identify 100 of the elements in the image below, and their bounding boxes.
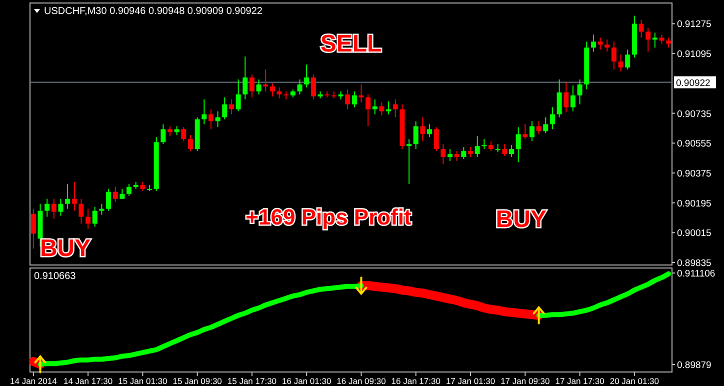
- candlestick: [522, 124, 528, 140]
- candlestick: [228, 98, 234, 115]
- candlestick: [78, 198, 84, 224]
- candlestick: [564, 82, 569, 113]
- x-tick-label: 15 Jan 09:30: [172, 376, 222, 386]
- y-tick-label: 0.911106: [677, 268, 716, 280]
- candlestick: [550, 106, 555, 130]
- candlestick: [420, 116, 426, 142]
- x-tick-label: 14 Jan 17:30: [63, 376, 113, 386]
- candlestick: [461, 146, 466, 160]
- candlestick: [242, 56, 248, 100]
- candlestick: [270, 82, 275, 97]
- candlestick: [106, 188, 112, 212]
- x-tick-label: 16 Jan 01:30: [282, 376, 332, 386]
- candlestick: [625, 49, 630, 70]
- x-tick-label: 17 Jan 17:30: [555, 376, 605, 386]
- candlestick: [99, 203, 104, 216]
- candlestick: [434, 126, 439, 152]
- candlestick: [352, 90, 357, 108]
- x-tick-label: 17 Jan 01:30: [446, 376, 496, 386]
- y-tick-label: 0.89835: [677, 258, 712, 270]
- candlestick: [516, 126, 521, 163]
- candlestick: [413, 120, 418, 150]
- candlestick: [112, 186, 118, 202]
- candlestick: [263, 68, 268, 92]
- candlestick: [72, 181, 77, 212]
- candlestick: [366, 94, 371, 127]
- candlestick: [386, 100, 392, 115]
- candlestick: [598, 37, 603, 50]
- annotation: BUY: [40, 234, 91, 262]
- candlestick: [276, 86, 282, 99]
- annotation: BUY: [496, 206, 546, 233]
- x-tick-label: 16 Jan 17:30: [391, 376, 441, 386]
- candlestick: [474, 136, 480, 158]
- y-tick-label: 0.89879: [677, 360, 712, 371]
- candlestick: [249, 74, 254, 98]
- candlestick: [310, 74, 316, 100]
- y-tick-label: 0.90375: [677, 168, 712, 180]
- chart-title: 0.910663: [34, 271, 76, 282]
- candlestick: [120, 188, 125, 200]
- chart-title: USDCHF,M30 0.90946 0.90948 0.90909 0.90922: [44, 6, 263, 17]
- candlestick: [379, 102, 384, 116]
- candlestick: [44, 198, 50, 218]
- candlestick: [440, 144, 446, 165]
- candlestick: [297, 78, 302, 95]
- candlestick: [638, 19, 644, 38]
- candlestick: [51, 198, 56, 220]
- candlestick: [502, 144, 508, 157]
- candlestick: [236, 78, 241, 112]
- candlestick: [482, 138, 487, 150]
- candlestick: [556, 78, 562, 118]
- candlestick: [604, 39, 610, 52]
- candlestick: [611, 41, 616, 70]
- candlestick: [256, 78, 262, 95]
- candlestick: [208, 108, 214, 130]
- candlestick: [427, 124, 432, 138]
- candlestick: [222, 96, 228, 120]
- y-tick-label: 0.90195: [677, 198, 712, 210]
- candlestick: [304, 64, 310, 88]
- x-tick-label: 14 Jan 2014: [10, 376, 58, 386]
- y-tick-label: 0.90735: [677, 108, 712, 120]
- candlestick: [202, 98, 207, 125]
- candlestick: [468, 146, 474, 158]
- candlestick: [543, 116, 548, 134]
- x-tick-label: 20 Jan 01:30: [610, 376, 660, 386]
- candlestick: [448, 148, 453, 162]
- ref-line-label: 0.90922: [676, 78, 710, 89]
- candlestick: [358, 84, 364, 103]
- x-tick-label: 15 Jan 01:30: [118, 376, 168, 386]
- candlestick: [65, 183, 70, 210]
- candlestick: [372, 98, 378, 115]
- candlestick: [570, 84, 576, 112]
- candlestick: [86, 208, 91, 230]
- candlestick: [126, 183, 132, 196]
- candlestick: [345, 88, 350, 110]
- candlestick: [509, 144, 514, 158]
- candlestick: [646, 27, 651, 52]
- candlestick: [618, 54, 624, 72]
- candlestick: [666, 37, 672, 48]
- x-tick-label: 16 Jan 09:30: [336, 376, 386, 386]
- candlestick: [406, 138, 412, 184]
- candlestick: [181, 126, 186, 142]
- candlestick: [536, 120, 542, 135]
- candlestick: [590, 34, 596, 52]
- y-tick-label: 0.91095: [677, 49, 712, 60]
- x-tick-label: 17 Jan 09:30: [500, 376, 550, 386]
- annotation: +169 Pips Profit: [246, 204, 412, 230]
- candlestick: [577, 78, 582, 105]
- candlestick: [168, 126, 173, 137]
- candlestick: [188, 134, 193, 152]
- x-tick-label: 15 Jan 17:30: [227, 376, 277, 386]
- candlestick: [454, 150, 460, 162]
- annotation: SELL: [320, 30, 382, 58]
- y-tick-label: 0.91275: [677, 19, 712, 30]
- y-tick-label: 0.90555: [677, 138, 712, 150]
- candlestick: [392, 98, 398, 118]
- candlestick: [652, 32, 658, 48]
- y-tick-label: 0.90015: [677, 228, 712, 240]
- candlestick: [529, 120, 534, 142]
- candlestick: [488, 140, 494, 152]
